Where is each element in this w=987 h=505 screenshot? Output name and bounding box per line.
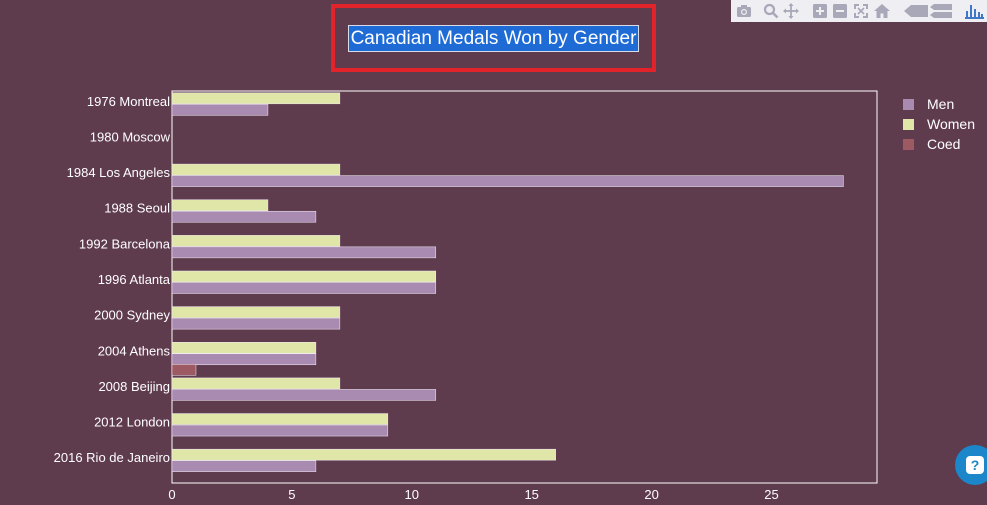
autoscale-icon[interactable]: [853, 3, 869, 19]
y-tick-label: 1980 Moscow: [90, 129, 171, 144]
bar-men: [171, 246, 437, 259]
y-tick-label: 1976 Montreal: [87, 94, 170, 109]
y-tick-label: 2012 London: [94, 415, 170, 430]
plotly-logo-icon[interactable]: [963, 3, 985, 19]
legend-swatch-women: [903, 119, 914, 130]
bar-men: [171, 424, 389, 437]
zoom-icon[interactable]: [762, 3, 780, 19]
bar-women: [171, 413, 389, 425]
y-tick-label: 2004 Athens: [98, 343, 171, 358]
bar-women: [171, 306, 341, 318]
bar-women: [171, 199, 269, 211]
y-tick-label: 2000 Sydney: [94, 308, 170, 323]
bar-men: [171, 460, 317, 472]
y-tick-label: 2008 Beijing: [98, 379, 170, 394]
zoom-in-icon[interactable]: [812, 3, 828, 19]
bar-men: [171, 317, 341, 330]
legend-label-coed: Coed: [927, 136, 960, 152]
bar-women: [171, 377, 341, 390]
bar-men: [171, 353, 317, 366]
chart-title-highlight-box: Canadian Medals Won by Gender: [331, 4, 656, 72]
zoom-out-icon[interactable]: [832, 3, 848, 19]
x-tick-label: 15: [524, 487, 538, 502]
bar-men: [171, 175, 844, 187]
x-tick-label: 0: [168, 487, 175, 502]
bar-women: [171, 342, 317, 354]
bar-coed: [171, 364, 197, 376]
spike-lines-icon[interactable]: [903, 3, 929, 19]
reset-axes-icon[interactable]: [873, 3, 891, 19]
legend-label-women: Women: [927, 116, 975, 132]
help-icon: ?: [966, 456, 984, 474]
bar-men: [171, 282, 437, 294]
x-tick-label: 20: [644, 487, 658, 502]
bar-men: [171, 389, 437, 401]
chart-title: Canadian Medals Won by Gender: [347, 24, 640, 52]
y-tick-label: 1984 Los Angeles: [67, 165, 171, 180]
y-tick-label: 1988 Seoul: [104, 201, 170, 216]
camera-icon[interactable]: [735, 3, 753, 19]
legend-swatch-men: [903, 99, 914, 110]
plot-modebar: [731, 0, 987, 22]
y-tick-label: 1992 Barcelona: [79, 236, 171, 251]
bar-men: [171, 104, 269, 116]
x-tick-label: 25: [764, 487, 778, 502]
x-tick-label: 5: [288, 487, 295, 502]
bar-women: [171, 92, 341, 105]
compare-hover-icon[interactable]: [929, 3, 953, 19]
help-chat-button[interactable]: ?: [955, 445, 987, 485]
pan-icon[interactable]: [782, 3, 800, 19]
bar-men: [171, 210, 317, 223]
bar-women: [171, 448, 556, 461]
x-tick-label: 10: [405, 487, 419, 502]
bar-women: [171, 235, 341, 247]
y-tick-label: 2016 Rio de Janeiro: [54, 450, 170, 465]
bar-women: [171, 163, 341, 176]
y-tick-label: 1996 Atlanta: [98, 272, 171, 287]
bar-women: [171, 270, 437, 283]
legend-swatch-coed: [903, 139, 914, 150]
legend-label-men: Men: [927, 96, 954, 112]
